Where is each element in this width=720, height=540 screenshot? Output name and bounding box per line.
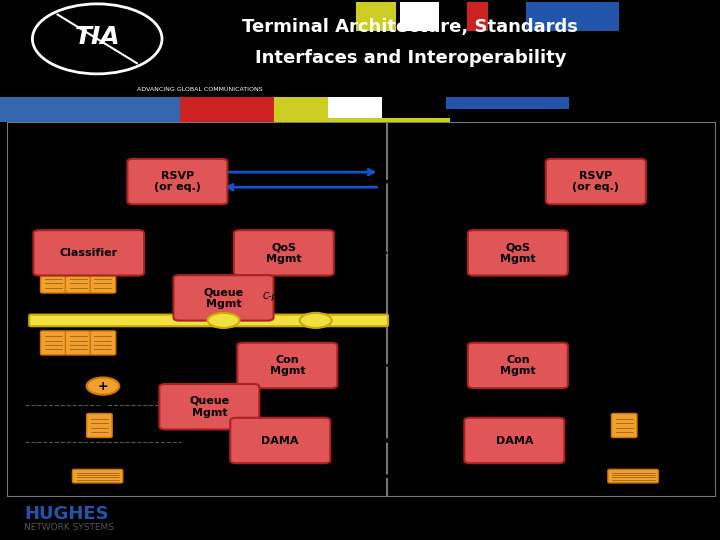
FancyBboxPatch shape (40, 331, 66, 355)
Bar (443, 2, 464, 31)
Bar (274, 118, 450, 122)
Text: Terminal/Router: Terminal/Router (132, 479, 258, 493)
FancyBboxPatch shape (33, 230, 144, 275)
Text: PHY: PHY (25, 471, 47, 481)
FancyBboxPatch shape (468, 343, 568, 388)
Bar (400, 2, 439, 31)
Text: DAMA: DAMA (495, 435, 533, 445)
Text: LLC: LLC (25, 338, 45, 348)
Text: +: + (98, 380, 108, 393)
Text: Queue
Mgmt: Queue Mgmt (204, 287, 243, 309)
Bar (274, 97, 328, 122)
Bar (446, 97, 569, 109)
FancyBboxPatch shape (73, 469, 123, 483)
Text: Queue
Mgmt: Queue Mgmt (189, 396, 230, 417)
Text: RSVP
(or eq.): RSVP (or eq.) (154, 171, 201, 192)
Bar (356, 2, 396, 31)
FancyBboxPatch shape (90, 269, 116, 293)
Bar (467, 2, 488, 31)
FancyBboxPatch shape (234, 230, 334, 275)
FancyBboxPatch shape (90, 331, 116, 355)
Text: QoS
Mgmt: QoS Mgmt (266, 242, 302, 264)
Text: Con
Mgmt: Con Mgmt (500, 355, 536, 376)
Text: Resv: Resv (394, 180, 420, 190)
Text: Network/Satellite: Network/Satellite (481, 479, 618, 493)
Text: DAMA: DAMA (261, 435, 299, 445)
FancyBboxPatch shape (468, 230, 568, 275)
Text: Path: Path (292, 157, 317, 166)
Text: Classifier: Classifier (60, 248, 118, 258)
Text: U-plane: U-plane (25, 276, 63, 286)
Bar (328, 97, 382, 122)
FancyBboxPatch shape (40, 269, 66, 293)
Text: (or eq.): (or eq.) (390, 372, 426, 382)
Text: HUGHES: HUGHES (24, 505, 109, 523)
Text: TIA: TIA (74, 25, 120, 49)
Text: Terminal Architecture, Standards: Terminal Architecture, Standards (243, 18, 578, 36)
FancyBboxPatch shape (174, 275, 274, 321)
Text: ADVANCING GLOBAL COMMUNICATIONS: ADVANCING GLOBAL COMMUNICATIONS (137, 87, 262, 92)
Text: Con
Mgmt: Con Mgmt (269, 355, 305, 376)
Text: ...: ... (131, 273, 145, 288)
Text: ...: ... (131, 335, 145, 350)
FancyBboxPatch shape (464, 418, 564, 463)
Text: NETWORK SYSTEMS: NETWORK SYSTEMS (24, 523, 114, 532)
FancyBboxPatch shape (30, 315, 388, 326)
Bar (180, 97, 274, 122)
Text: SI-SAP: SI-SAP (394, 312, 430, 322)
FancyBboxPatch shape (230, 418, 330, 463)
Text: MAC: MAC (25, 421, 50, 430)
Text: QoS
Mgmt: QoS Mgmt (500, 242, 536, 264)
Text: RSVP
(or eq.): RSVP (or eq.) (572, 171, 619, 192)
Text: Interfaces and Interoperability: Interfaces and Interoperability (255, 49, 566, 68)
FancyBboxPatch shape (546, 159, 646, 204)
Circle shape (86, 377, 120, 395)
Text: C-plane: C-plane (263, 292, 297, 301)
FancyBboxPatch shape (66, 269, 91, 293)
FancyBboxPatch shape (611, 414, 637, 437)
Bar (0, 97, 180, 122)
FancyBboxPatch shape (66, 331, 91, 355)
FancyBboxPatch shape (127, 159, 228, 204)
Bar (526, 2, 619, 31)
Text: NWK: NWK (25, 177, 52, 186)
Text: C2P: C2P (390, 359, 410, 369)
Ellipse shape (300, 313, 332, 328)
FancyBboxPatch shape (86, 414, 112, 437)
FancyBboxPatch shape (159, 384, 259, 429)
Ellipse shape (207, 313, 240, 328)
FancyBboxPatch shape (608, 469, 658, 483)
FancyBboxPatch shape (238, 343, 338, 388)
